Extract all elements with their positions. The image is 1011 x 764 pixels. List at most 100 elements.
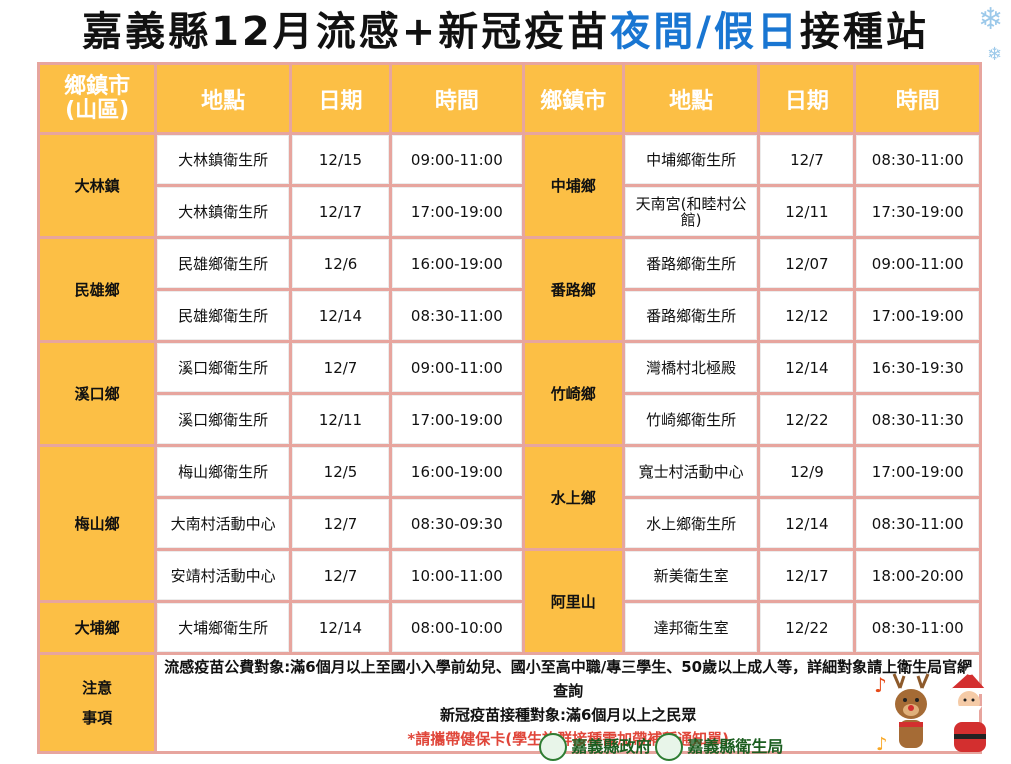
place-cell: 民雄鄉衛生所 (157, 239, 289, 288)
place-cell: 民雄鄉衛生所 (157, 291, 289, 340)
town-minxiong: 民雄鄉 (40, 239, 155, 340)
time-cell: 08:30-11:00 (856, 135, 979, 184)
date-cell: 12/6 (291, 239, 390, 288)
table-row: 大埔鄉 大埔鄉衛生所 12/14 08:00-10:00 達邦衛生室 12/22… (40, 603, 979, 652)
date-cell: 12/7 (291, 343, 390, 392)
place-cell: 天南宮(和睦村公館) (624, 187, 758, 236)
date-cell: 12/22 (760, 603, 854, 652)
santa-icon (950, 667, 988, 752)
town-dapu: 大埔鄉 (40, 603, 155, 652)
time-cell: 08:30-11:00 (392, 291, 522, 340)
date-cell: 12/11 (291, 395, 390, 444)
town-fanlu: 番路鄉 (524, 239, 622, 340)
date-cell: 12/11 (760, 187, 854, 236)
place-cell: 新美衛生室 (624, 551, 758, 600)
place-cell: 大林鎮衛生所 (157, 135, 289, 184)
date-cell: 12/5 (291, 447, 390, 496)
place-cell: 竹崎鄉衛生所 (624, 395, 758, 444)
table-row: 大林鎮衛生所 12/17 17:00-19:00 天南宮(和睦村公館) 12/1… (40, 187, 979, 236)
notes-row: 注意 事項 流感疫苗公費對象:滿6個月以上至國小入學前幼兒、國小至高中職/專三學… (40, 655, 979, 761)
date-cell: 12/14 (760, 499, 854, 548)
town-shuishang: 水上鄉 (524, 447, 622, 548)
svg-text:♪: ♪ (874, 673, 887, 697)
column-header-time: 時間 (856, 65, 979, 132)
place-cell: 灣橋村北極殿 (624, 343, 758, 392)
place-cell: 水上鄉衛生所 (624, 499, 758, 548)
government-logo-icon (539, 733, 568, 761)
column-header-date: 日期 (760, 65, 854, 132)
time-cell: 10:00-11:00 (392, 551, 522, 600)
column-header-time: 時間 (392, 65, 522, 132)
svg-text:♪: ♪ (876, 734, 888, 755)
snowflake-icon: ❄ (987, 44, 1003, 65)
town-xikou: 溪口鄉 (40, 343, 155, 444)
time-cell: 17:00-19:00 (856, 291, 979, 340)
page-title: 嘉義縣12月流感+新冠疫苗夜間/假日接種站 (0, 6, 1011, 58)
date-cell: 12/7 (291, 499, 390, 548)
title-prefix: 嘉義縣12月流感+新冠疫苗 (82, 9, 611, 55)
time-cell: 17:30-19:00 (856, 187, 979, 236)
time-cell: 16:00-19:00 (392, 447, 522, 496)
notes-reminder: *請攜帶健保卡(學生族群接種需加帶補種通知單) (407, 730, 729, 748)
place-cell: 大南村活動中心 (157, 499, 289, 548)
table-row: 民雄鄉衛生所 12/14 08:30-11:00 番路鄉衛生所 12/12 17… (40, 291, 979, 340)
date-cell: 12/15 (291, 135, 390, 184)
table-header-row: 鄉鎮市 (山區) 地點 日期 時間 鄉鎮市 地點 日期 時間 (40, 65, 979, 132)
time-cell: 18:00-20:00 (856, 551, 979, 600)
snowflake-icon: ❄ (978, 2, 1004, 37)
town-dalin: 大林鎮 (40, 135, 155, 236)
table-row: 溪口鄉 溪口鄉衛生所 12/7 09:00-11:00 竹崎鄉 灣橋村北極殿 1… (40, 343, 979, 444)
time-cell: 09:00-11:00 (856, 239, 979, 288)
notes-covid-eligibility: 新冠疫苗接種對象:滿6個月以上之民眾 (439, 706, 697, 724)
time-cell: 16:30-19:30 (856, 343, 979, 392)
column-header-date: 日期 (291, 65, 390, 132)
gov-logo-text: 嘉義縣政府 (571, 737, 652, 756)
town-zhuqi: 竹崎鄉 (524, 343, 622, 444)
date-cell: 12/9 (760, 447, 854, 496)
place-cell: 溪口鄉衛生所 (157, 395, 289, 444)
column-header-town: 鄉鎮市 (524, 65, 622, 132)
logo-area: 嘉義縣政府 嘉義縣衛生局 (539, 733, 783, 761)
time-cell: 17:00-19:00 (392, 395, 522, 444)
place-cell: 溪口鄉衛生所 (157, 343, 289, 392)
place-cell: 達邦衛生室 (624, 603, 758, 652)
date-cell: 12/7 (760, 135, 854, 184)
time-cell: 08:30-11:00 (856, 603, 979, 652)
christmas-decoration: ♪ ♪ (874, 667, 988, 755)
time-cell: 16:00-19:00 (392, 239, 522, 288)
vaccination-schedule-table: 鄉鎮市 (山區) 地點 日期 時間 鄉鎮市 地點 日期 時間 大林鎮 大林鎮衛生… (37, 62, 982, 761)
date-cell: 12/14 (291, 291, 390, 340)
town-zhongpu: 中埔鄉 (524, 135, 622, 236)
table-row: 大南村活動中心 12/7 08:30-09:30 水上鄉衛生所 12/14 08… (40, 499, 979, 548)
place-cell: 大林鎮衛生所 (157, 187, 289, 236)
place-cell: 番路鄉衛生所 (624, 239, 758, 288)
town-alishan: 阿里山 (524, 551, 622, 652)
notes-flu-eligibility: 流感疫苗公費對象:滿6個月以上至國小入學前幼兒、國小至高中職/專三學生、50歲以… (164, 658, 973, 700)
place-cell: 梅山鄉衛生所 (157, 447, 289, 496)
date-cell: 12/14 (291, 603, 390, 652)
health-logo-text: 嘉義縣衛生局 (687, 737, 784, 756)
date-cell: 12/07 (760, 239, 854, 288)
time-cell: 08:30-11:00 (856, 499, 979, 548)
notes-heading: 注意 事項 (40, 655, 155, 751)
place-cell: 中埔鄉衛生所 (624, 135, 758, 184)
reindeer-icon (892, 673, 930, 748)
date-cell: 12/17 (760, 551, 854, 600)
table-row: 民雄鄉 民雄鄉衛生所 12/6 16:00-19:00 番路鄉 番路鄉衛生所 1… (40, 239, 979, 340)
date-cell: 12/17 (291, 187, 390, 236)
music-note-icon: ♪ ♪ (874, 673, 888, 755)
time-cell: 08:30-09:30 (392, 499, 522, 548)
table-row: 溪口鄉衛生所 12/11 17:00-19:00 竹崎鄉衛生所 12/22 08… (40, 395, 979, 444)
town-meishan: 梅山鄉 (40, 447, 155, 600)
time-cell: 09:00-11:00 (392, 343, 522, 392)
place-cell: 寬士村活動中心 (624, 447, 758, 496)
date-cell: 12/14 (760, 343, 854, 392)
time-cell: 09:00-11:00 (392, 135, 522, 184)
title-suffix: 接種站 (799, 9, 929, 55)
column-header-town: 鄉鎮市 (山區) (40, 65, 155, 132)
date-cell: 12/7 (291, 551, 390, 600)
table-row: 大林鎮 大林鎮衛生所 12/15 09:00-11:00 中埔鄉 中埔鄉衛生所 … (40, 135, 979, 236)
table-row: 梅山鄉 梅山鄉衛生所 12/5 16:00-19:00 水上鄉 寬士村活動中心 … (40, 447, 979, 600)
column-header-place: 地點 (157, 65, 289, 132)
place-cell: 大埔鄉衛生所 (157, 603, 289, 652)
